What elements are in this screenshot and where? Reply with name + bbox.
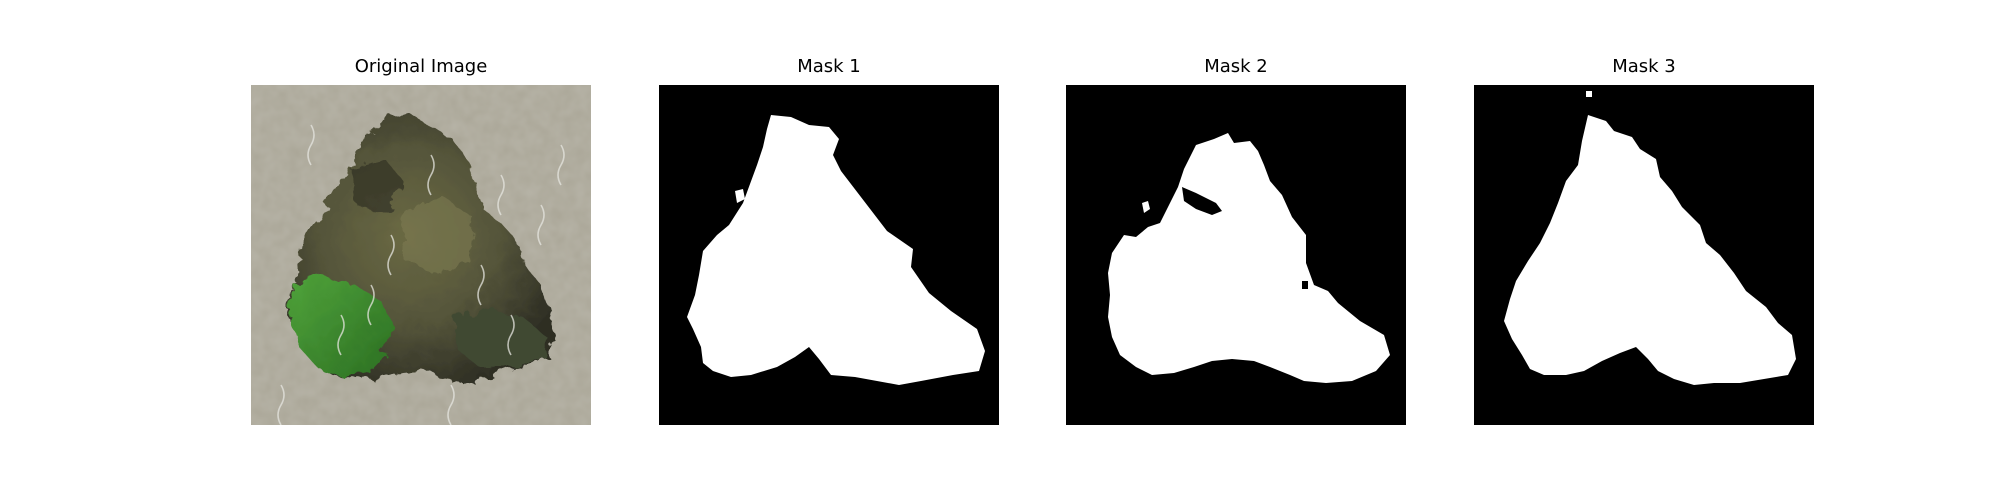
mask-3-image (1474, 85, 1814, 425)
mask-1-image (659, 85, 999, 425)
panel-title: Mask 1 (797, 56, 861, 77)
panel-title: Mask 2 (1204, 56, 1268, 77)
original-image (251, 85, 591, 425)
panel-title: Mask 3 (1612, 56, 1676, 77)
mask-2-image (1066, 85, 1406, 425)
panel-title: Original Image (354, 56, 488, 77)
